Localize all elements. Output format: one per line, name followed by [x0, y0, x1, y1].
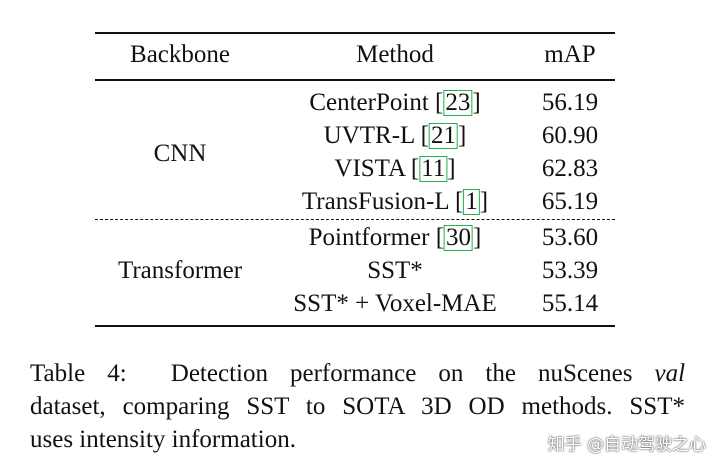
header-backbone: Backbone	[130, 41, 230, 68]
citation[interactable]: [11]	[410, 155, 456, 182]
method-cell: VISTA [11]	[334, 154, 456, 184]
caption-line-1: Table 4: Detection performance on the nu…	[30, 357, 685, 390]
map-value: 56.19	[541, 89, 599, 116]
table-top-rule	[95, 32, 615, 34]
citation[interactable]: [1]	[454, 188, 489, 215]
method-cell: CenterPoint [23]	[309, 88, 481, 118]
method-cell: UVTR-L [21]	[323, 121, 467, 151]
citation[interactable]: [30]	[435, 224, 482, 251]
table-header-rule	[95, 79, 615, 81]
method-name: SST* + Voxel-MAE	[293, 290, 497, 317]
caption-label: Table 4:	[30, 360, 127, 387]
method-name: VISTA	[334, 155, 405, 182]
map-value: 65.19	[541, 188, 599, 215]
watermark: 知乎 @自动驾驶之心	[547, 435, 706, 455]
method-cell: TransFusion-L [1]	[302, 187, 488, 217]
citation[interactable]: [23]	[435, 89, 481, 116]
header-method: Method	[356, 41, 434, 68]
method-name: CenterPoint	[309, 89, 429, 116]
map-value: 55.14	[541, 290, 599, 317]
table-bottom-rule	[95, 325, 615, 327]
caption-line-2: dataset, comparing SST to SOTA 3D OD met…	[30, 393, 685, 420]
group-divider-dashed	[95, 219, 615, 220]
map-value: 53.39	[541, 257, 599, 284]
header-map: mAP	[544, 41, 596, 68]
group-backbone-transformer: Transformer	[117, 257, 243, 284]
method-name: Pointformer	[308, 224, 430, 251]
method-name: TransFusion-L	[301, 188, 449, 215]
citation[interactable]: [21]	[420, 122, 467, 149]
caption-val-italic: val	[654, 360, 686, 387]
caption-text: Detection performance on the nuScenes	[170, 360, 633, 387]
method-name: SST*	[367, 257, 423, 284]
method-name: UVTR-L	[323, 122, 415, 149]
caption-line-3: uses intensity information.	[30, 426, 296, 453]
map-value: 62.83	[541, 155, 599, 182]
method-cell: Pointformer [30]	[308, 223, 482, 253]
map-value: 53.60	[541, 224, 599, 251]
table-caption: Table 4: Detection performance on the nu…	[30, 357, 685, 456]
group-backbone-cnn: CNN	[153, 140, 207, 167]
map-value: 60.90	[541, 122, 599, 149]
